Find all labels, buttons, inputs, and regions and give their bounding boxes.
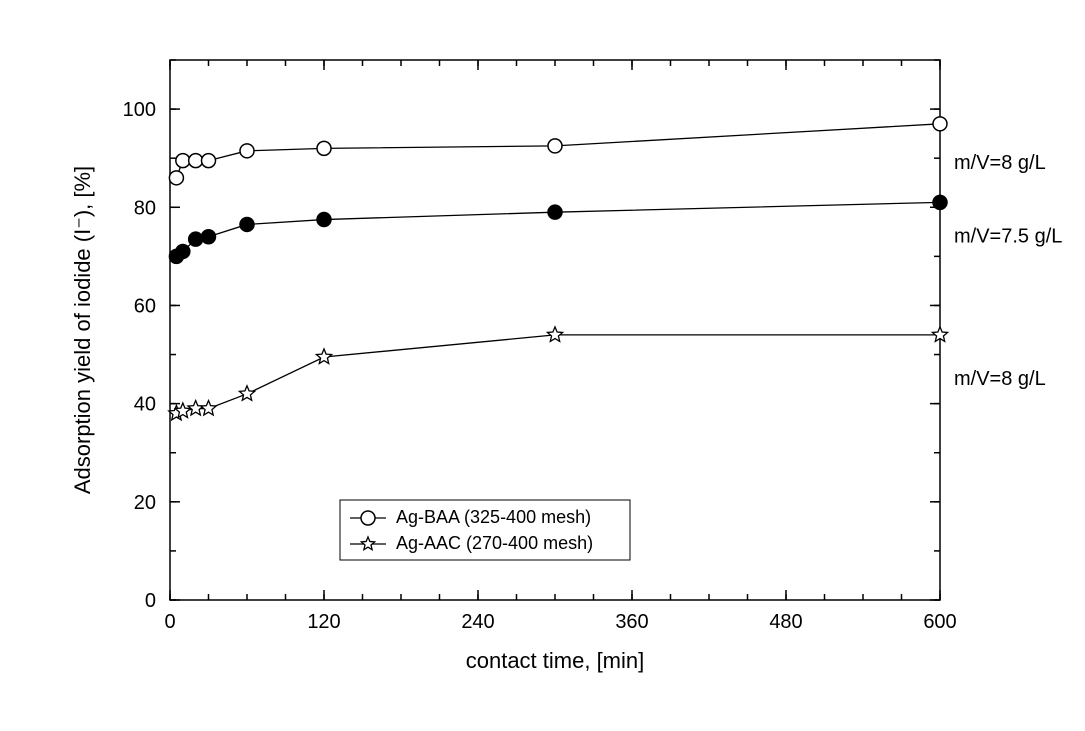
legend-marker-icon: [361, 511, 375, 525]
series-annotation: m/V=7.5 g/L: [954, 226, 1062, 248]
data-point: [169, 171, 183, 185]
x-axis-title: contact time, [min]: [466, 648, 645, 673]
y-tick-label: 0: [145, 590, 156, 612]
x-tick-label: 600: [923, 611, 956, 633]
x-tick-label: 0: [164, 611, 175, 633]
data-point: [240, 217, 254, 231]
data-point: [316, 349, 331, 363]
data-point: [201, 401, 216, 415]
x-tick-label: 120: [307, 611, 340, 633]
legend-label: Ag-BAA (325-400 mesh): [396, 507, 591, 527]
data-point: [189, 154, 203, 168]
data-point: [176, 244, 190, 258]
data-point: [239, 386, 254, 400]
data-point: [317, 141, 331, 155]
data-point: [202, 154, 216, 168]
data-point: [548, 139, 562, 153]
y-axis-title: Adsorption yield of iodide (I⁻), [%]: [70, 166, 95, 494]
data-point: [932, 327, 947, 341]
chart-container: 0 120 240 360 480 600 contact time, [min] 0 20 40…: [0, 0, 1085, 731]
x-tick-label: 360: [615, 611, 648, 633]
series-ag_baa_7_5: m/V=7.5 g/L: [169, 195, 1062, 263]
data-point: [933, 117, 947, 131]
series-annotation: m/V=8 g/L: [954, 152, 1046, 174]
y-tick-label: 60: [134, 295, 156, 317]
x-tick-label: 480: [769, 611, 802, 633]
x-tick-label: 240: [461, 611, 494, 633]
series-ag_aac_8: m/V=8 g/L: [169, 327, 1046, 420]
line-chart: 0 120 240 360 480 600 contact time, [min] 0 20 40…: [0, 0, 1085, 731]
series-ag_baa_8: m/V=8 g/L: [169, 117, 1045, 185]
data-point: [548, 205, 562, 219]
series-line: [176, 335, 940, 414]
y-tick-label: 20: [134, 492, 156, 514]
data-point: [317, 213, 331, 227]
data-point: [202, 230, 216, 244]
y-tick-label: 40: [134, 394, 156, 416]
series-annotation: m/V=8 g/L: [954, 368, 1046, 390]
data-point: [188, 401, 203, 415]
legend-marker-icon: [361, 537, 374, 550]
legend-label: Ag-AAC (270-400 mesh): [396, 533, 593, 553]
data-point: [547, 327, 562, 341]
data-point: [189, 232, 203, 246]
legend: Ag-BAA (325-400 mesh) Ag-AAC (270-400 mes…: [340, 500, 630, 560]
data-point: [933, 195, 947, 209]
data-point: [176, 154, 190, 168]
y-tick-label: 80: [134, 197, 156, 219]
y-tick-label: 100: [123, 99, 156, 121]
data-point: [240, 144, 254, 158]
